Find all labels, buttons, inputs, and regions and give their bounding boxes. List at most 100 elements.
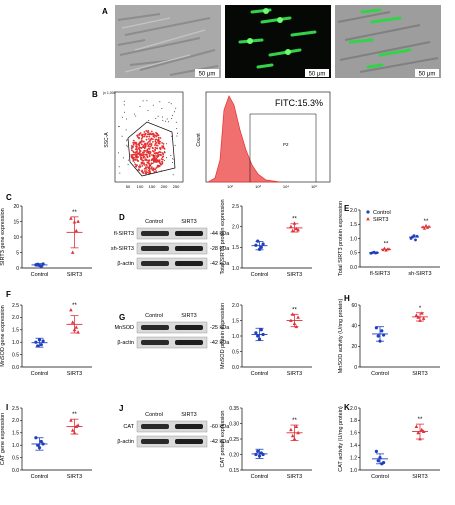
x-tick-label: SIRT3 [287, 272, 303, 278]
flow-dot [145, 166, 148, 169]
flow-dot [152, 133, 155, 135]
panel-letter: F [6, 290, 11, 299]
y-tick-label: 2.0 [350, 406, 357, 412]
protein-label: CAT [123, 424, 134, 430]
flow-dot [152, 141, 154, 143]
flow-dot [143, 162, 146, 165]
flow-dot [147, 147, 150, 150]
chart-g: 0.0 0.5 1.0 1.5 2.0 MnSOD protein expression C… [220, 303, 312, 377]
flow-dot [140, 143, 143, 146]
protein-band [141, 325, 169, 330]
flow-dot-outlier [118, 166, 120, 168]
y-tick-label: 1.5 [350, 222, 357, 228]
y-axis-label: MnSOD protein expression [220, 303, 226, 369]
data-point [259, 328, 263, 332]
scale-bar-label: 50 μm [309, 72, 326, 78]
protein-band [175, 340, 203, 345]
x-tick-label: SIRT3 [67, 474, 83, 480]
flow-dot [136, 152, 139, 154]
flow-dot [146, 150, 149, 153]
flow-dot [140, 147, 143, 150]
flow-dot [161, 162, 164, 165]
blot-d: D Control SIRT3 fl-SIRT3 -44 kDa sh-SIRT3 -28 … [111, 213, 230, 270]
flow-dot [156, 155, 159, 158]
flow-dot [147, 159, 149, 162]
flow-dot [143, 155, 146, 158]
count-axis-label: Count [196, 133, 202, 147]
y-tick-label: 0.35 [229, 406, 239, 412]
flow-dot [144, 146, 147, 148]
flow-dot [151, 154, 153, 156]
histogram-x-ticks: 10² 10³ 10⁴ 10⁵ [227, 184, 317, 189]
panel-letter: K [344, 403, 350, 412]
flow-dot [142, 157, 145, 159]
data-point [421, 429, 426, 433]
x-tick-label: 200 [161, 184, 168, 189]
flow-dot [132, 139, 135, 142]
blot-strip [136, 336, 208, 349]
kda-label: -44 kDa [210, 231, 230, 237]
flow-dot [138, 136, 140, 139]
flow-dot [134, 151, 137, 154]
scale-note: (x 1,000) [103, 91, 117, 95]
flow-dot [163, 148, 166, 150]
data-point [296, 315, 300, 319]
data-point [76, 423, 80, 427]
data-point [421, 225, 425, 229]
flow-dot [148, 135, 151, 138]
flow-dot-outlier [152, 104, 154, 106]
flow-dot-outlier [141, 141, 143, 143]
flow-dot-outlier [159, 101, 161, 103]
flow-dot [139, 132, 142, 134]
flow-dot [134, 163, 137, 166]
scale-bar-label: 50 μm [199, 72, 216, 78]
x-tick-label: 250 [173, 184, 180, 189]
data-point [41, 339, 45, 343]
data-point [289, 427, 293, 432]
y-tick-label: 15 [13, 219, 19, 225]
x-tick-label: Control [251, 272, 269, 278]
flow-dot [134, 154, 137, 156]
x-tick-label: Control [31, 272, 49, 278]
data-point [69, 307, 73, 312]
y-tick-label: 0.5 [12, 352, 19, 358]
x-tick-label: 10³ [255, 184, 261, 189]
protein-label: β-actin [117, 439, 134, 445]
data-point [427, 224, 431, 228]
gate-polygon [127, 121, 176, 177]
flow-dot [141, 136, 144, 139]
panel-letter: D [119, 213, 125, 222]
data-point [418, 437, 422, 441]
panel-letter: G [119, 313, 125, 322]
flow-dot-outlier [132, 145, 134, 147]
flow-dot [147, 162, 150, 164]
lane-header: Control [145, 412, 163, 418]
flow-dot-outlier [135, 115, 137, 117]
legend-label: SIRT3 [373, 217, 389, 223]
data-point [294, 226, 299, 231]
flow-dot [150, 167, 153, 170]
fluorescence-image: 50 μm [225, 5, 331, 78]
flow-dot [162, 143, 165, 145]
flow-dot [148, 166, 151, 169]
flow-dot-outlier [168, 121, 170, 123]
protein-band [175, 424, 203, 429]
flow-dot [145, 170, 148, 173]
flow-dot [149, 143, 151, 146]
significance-marker: ** [292, 307, 297, 313]
blot-strip [136, 321, 208, 334]
flow-dot-outlier [168, 101, 170, 103]
flow-dot [157, 136, 160, 139]
flow-dot [140, 157, 142, 160]
flow-dot [160, 154, 163, 156]
flow-dot [136, 134, 139, 137]
flow-dot [135, 142, 137, 145]
data-point [415, 234, 419, 238]
flow-dot-outlier [170, 155, 172, 157]
protein-band [141, 424, 169, 429]
data-point [420, 311, 424, 315]
x-tick-label: 50 [126, 184, 131, 189]
data-point [41, 262, 45, 266]
flow-dot [155, 155, 158, 157]
